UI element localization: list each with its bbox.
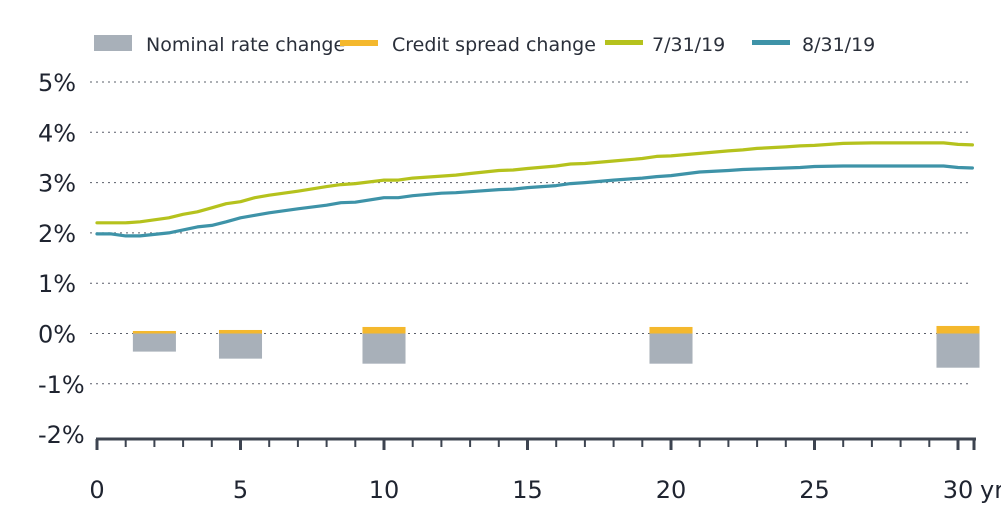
legend-label-0831: 8/31/19 — [802, 34, 875, 56]
bar-nominal-rate-change — [362, 333, 406, 364]
series-line-0831 — [95, 164, 975, 238]
y-tick-label: -2% — [38, 421, 85, 449]
legend-swatch-0731 — [605, 40, 643, 45]
x-tick-label: 15 — [512, 476, 543, 504]
bar-nominal-rate-change — [649, 333, 693, 364]
bar-nominal-rate-change — [132, 333, 176, 352]
x-tick-label: 10 — [369, 476, 400, 504]
bar-credit-spread-change — [649, 326, 693, 334]
legend-swatch-0831 — [752, 40, 790, 45]
bar-nominal-rate-change — [936, 333, 980, 368]
x-tick-label: 20 — [656, 476, 687, 504]
legend: Nominal rate change Credit spread change… — [94, 34, 875, 56]
x-tick-label: 0 — [89, 476, 104, 504]
y-tick-label: 3% — [38, 170, 76, 198]
legend-label-0731: 7/31/19 — [652, 34, 725, 56]
x-tick-label: 5 — [233, 476, 248, 504]
bar-credit-spread-change — [132, 330, 176, 334]
bar-credit-spread-change — [218, 329, 263, 334]
bar-credit-spread-change — [362, 326, 406, 334]
series-lines — [95, 141, 975, 238]
x-tick-label: 30 — [943, 476, 974, 504]
series-line-0731 — [95, 141, 975, 225]
bars — [132, 325, 980, 368]
bar-nominal-rate-change — [218, 333, 263, 359]
legend-label-nominal: Nominal rate change — [146, 34, 345, 56]
legend-swatch-nominal — [94, 35, 132, 51]
y-tick-label: 2% — [38, 220, 76, 248]
bar-credit-spread-change — [936, 325, 980, 334]
x-tick-label: 25 — [799, 476, 830, 504]
y-tick-label: -1% — [38, 371, 85, 399]
x-axis: 0 5 10 15 20 25 30 yr — [89, 437, 1001, 504]
y-tick-label: 5% — [38, 69, 76, 97]
gridlines — [90, 81, 968, 385]
legend-label-spread: Credit spread change — [392, 34, 596, 56]
y-axis-tick-labels: 5% 4% 3% 2% 1% 0% -1% -2% — [38, 69, 85, 449]
y-tick-label: 1% — [38, 270, 76, 298]
legend-swatch-spread — [340, 40, 378, 46]
y-tick-label: 0% — [38, 321, 76, 349]
x-axis-unit-label: yr — [980, 476, 1001, 504]
y-tick-label: 4% — [38, 119, 76, 147]
